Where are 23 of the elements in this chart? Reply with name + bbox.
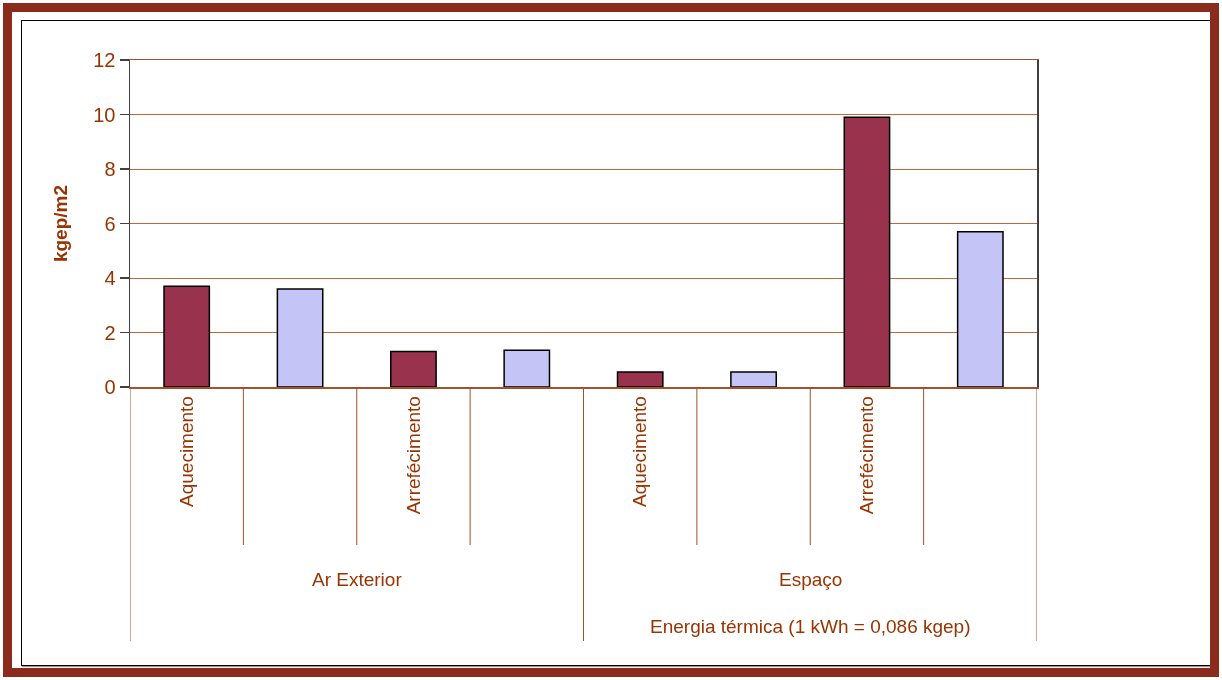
text: Ar Exterior: [312, 569, 403, 590]
bar: [616, 371, 664, 387]
bar: [276, 288, 324, 387]
text: Espaço: [779, 569, 843, 590]
y-tick-label: 0: [104, 376, 116, 398]
bar: [163, 285, 211, 387]
y-axis-title: kgep/m2: [50, 184, 72, 263]
x-tick-label: Arrefécimento: [402, 396, 424, 515]
text: Energia térmica (1 kWh = 0,086 kgep): [650, 616, 971, 637]
x-tick-label: Aquecimento: [175, 396, 197, 508]
y-tick-label: 12: [93, 49, 116, 71]
y-tick-label: 10: [93, 103, 116, 126]
bar: [843, 116, 891, 387]
y-tick-label: 4: [104, 267, 116, 289]
x-tick-label: Aquecimento: [629, 396, 651, 508]
bar: [730, 371, 777, 387]
y-tick-label: 8: [104, 158, 116, 180]
x-tick-label: Arrefécimento: [856, 396, 878, 515]
bar: [390, 350, 437, 387]
y-tick-label: 2: [104, 321, 116, 344]
bar: [503, 349, 551, 387]
y-tick-label: 6: [104, 212, 116, 235]
bar: [956, 230, 1004, 387]
